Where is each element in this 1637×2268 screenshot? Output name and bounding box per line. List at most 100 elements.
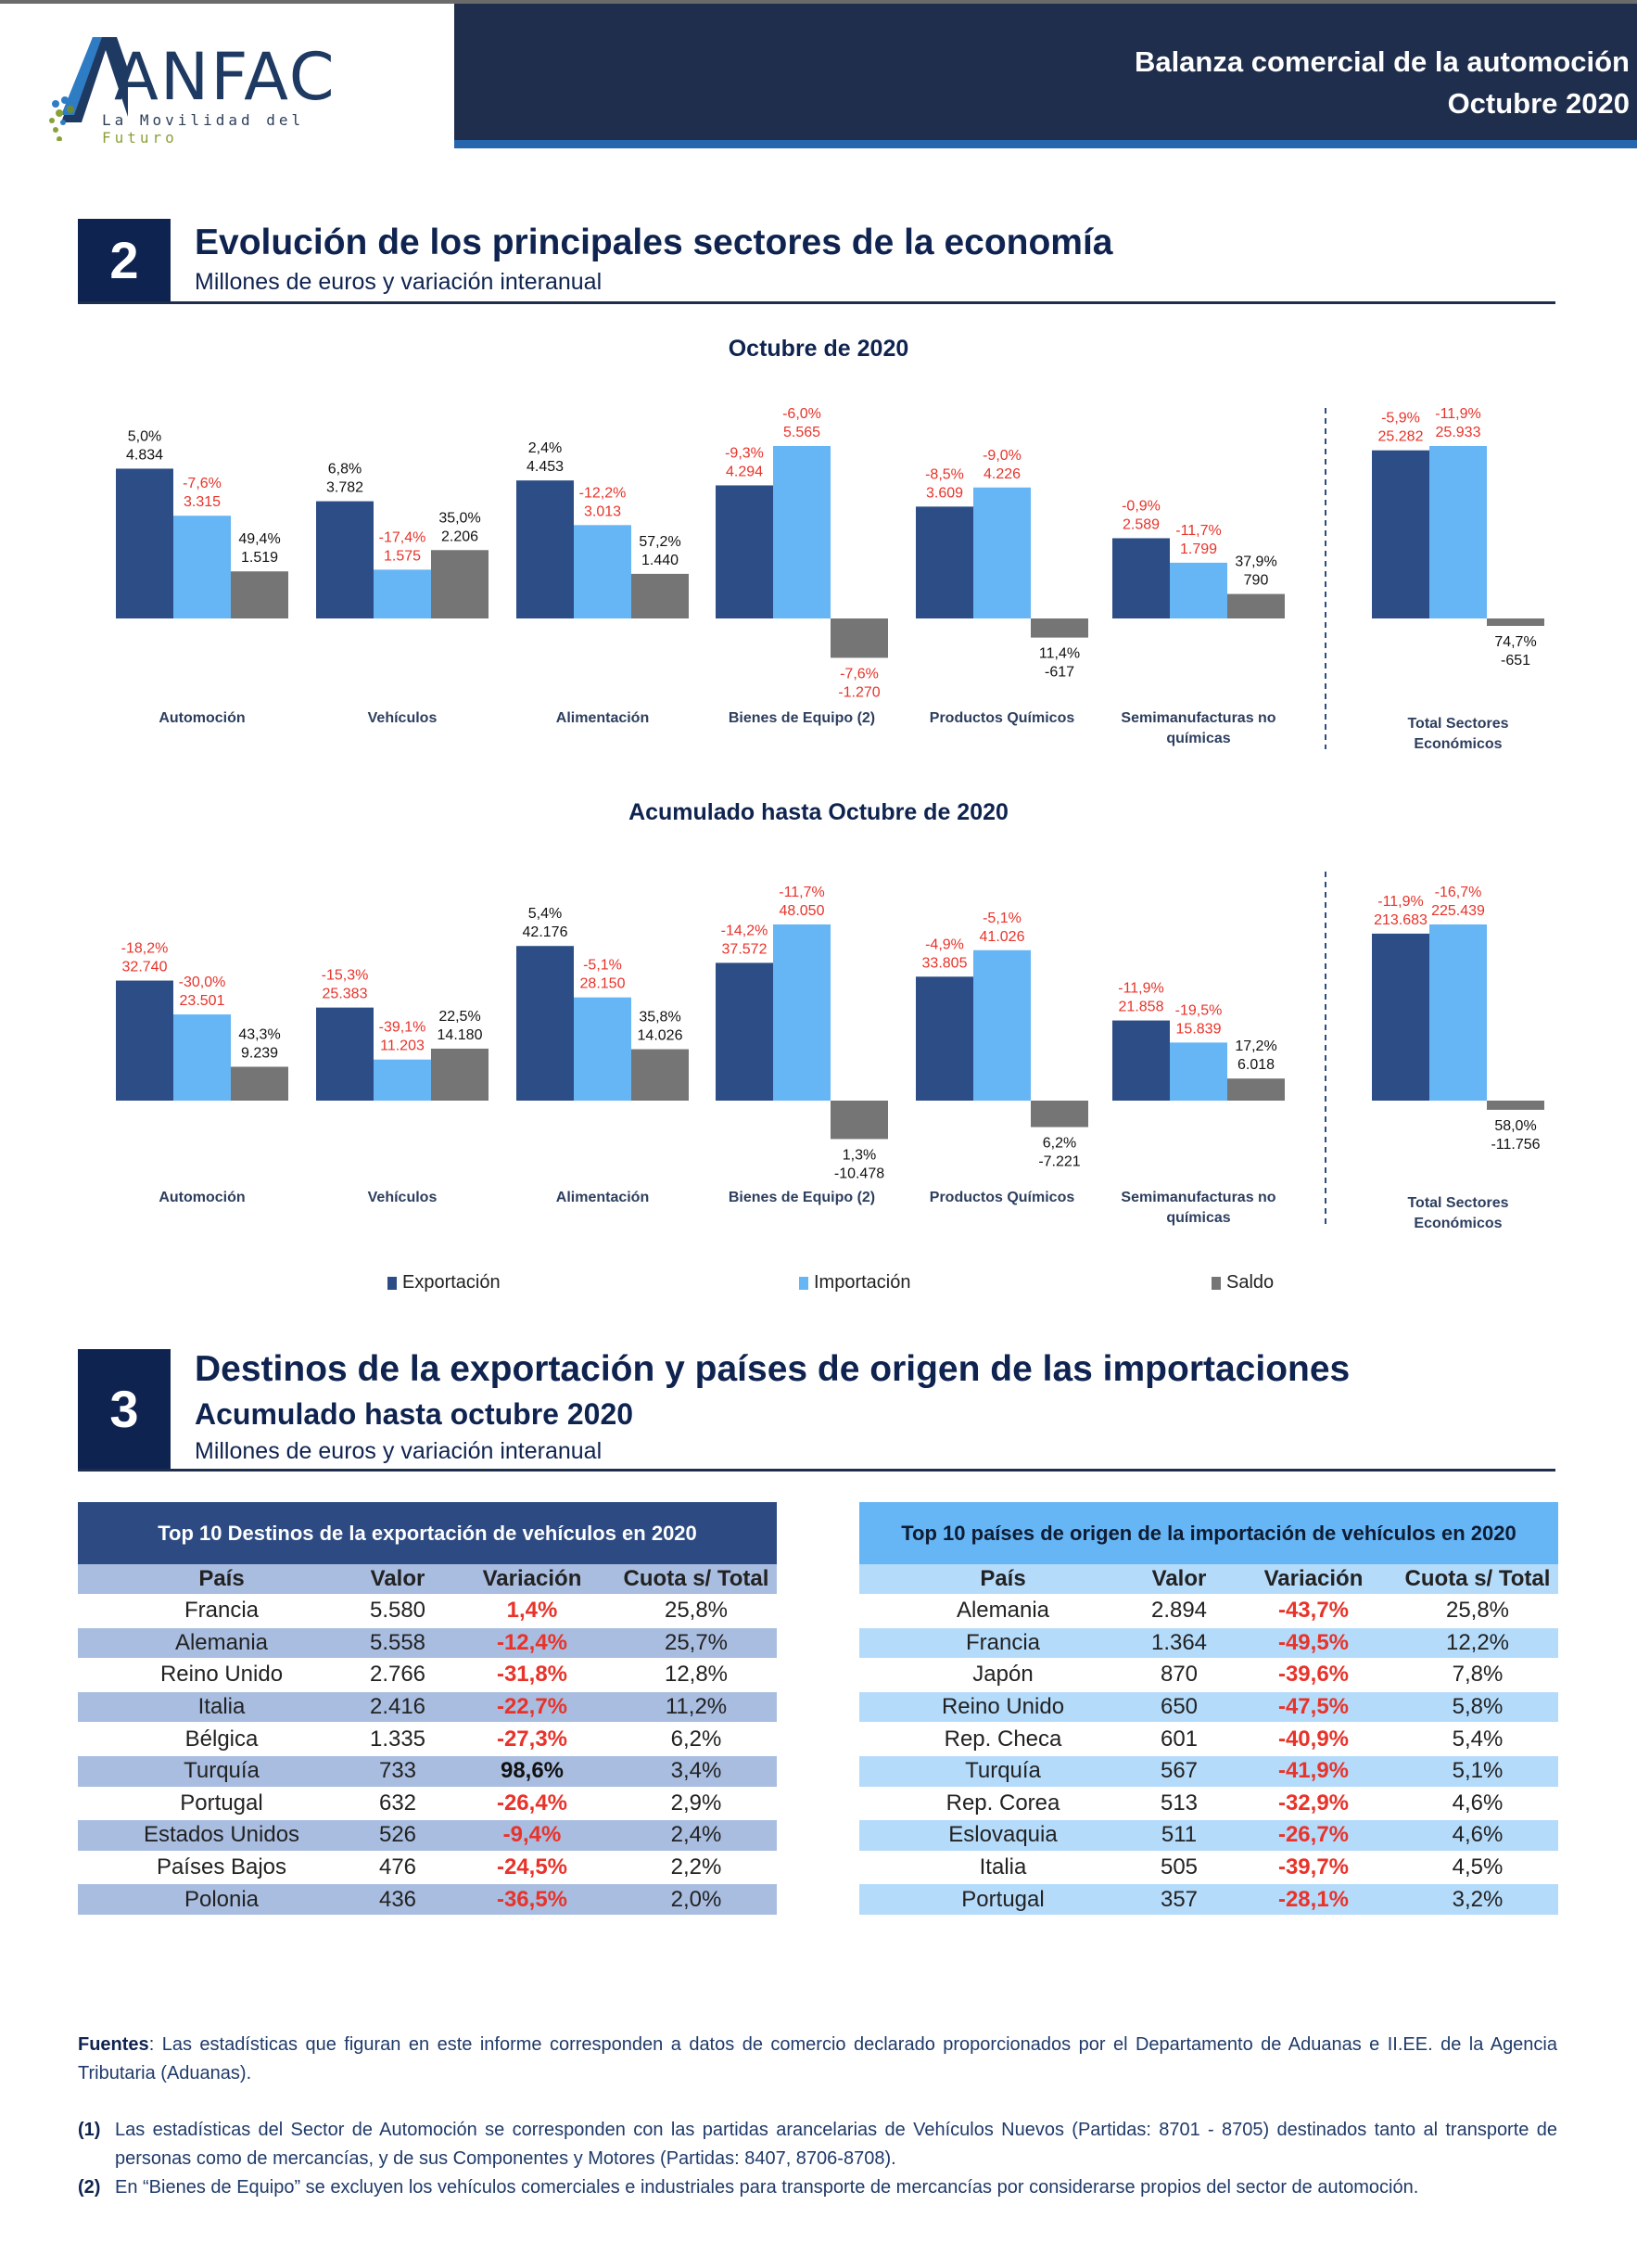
cell-value: 5.580	[369, 1598, 426, 1624]
section-3-header: 3 Destinos de la exportación y países de…	[78, 1349, 1555, 1472]
cell-share: 3,4%	[670, 1758, 722, 1784]
cell-share: 2,0%	[670, 1886, 722, 1912]
table-row: Rep. Corea 513 -32,9% 4,6%	[859, 1789, 1558, 1821]
data-label-value: 1.575	[384, 548, 421, 564]
cell-value: 2.894	[1150, 1598, 1208, 1624]
footnotes: (1) Las estadísticas del Sector de Autom…	[78, 2116, 1557, 2202]
category-label: Alimentación	[556, 1190, 649, 1205]
data-label-variation: -6,0%	[782, 406, 821, 422]
bar-export	[716, 962, 773, 1101]
footnote-1: (1) Las estadísticas del Sector de Autom…	[78, 2116, 1557, 2173]
bar-balance	[1031, 1101, 1088, 1128]
data-label-variation: -7,6%	[183, 476, 222, 491]
data-label-value: 28.150	[580, 976, 626, 992]
report-title: Balanza comercial de la automoción Octub…	[1135, 41, 1630, 124]
category-label: Alimentación	[556, 710, 649, 726]
cell-value: 513	[1160, 1790, 1199, 1816]
cell-variation: -22,7%	[496, 1694, 568, 1720]
bar-import	[1429, 924, 1487, 1101]
data-label-variation: -11,7%	[1175, 523, 1222, 539]
data-label-value: 213.683	[1374, 912, 1428, 928]
legend-item-export: Exportación	[387, 1272, 501, 1293]
category-label: Semimanufacturas no	[1121, 1190, 1275, 1205]
data-label-value: 25.933	[1436, 425, 1481, 440]
category-label: químicas	[1166, 731, 1230, 746]
bar-export	[716, 485, 773, 618]
bar-import	[173, 516, 231, 618]
section-number: 2	[78, 219, 171, 301]
data-label-value: -10.478	[834, 1166, 884, 1181]
category-label: Total Sectores	[1407, 1195, 1508, 1211]
header-stripe	[454, 140, 1637, 148]
chart-title: Octubre de 2020	[728, 336, 909, 362]
data-label-value: 4.226	[983, 466, 1021, 482]
data-label-variation: -16,7%	[1435, 885, 1482, 900]
category-group: 6,8% 3.782 -17,4% 1.575 35,0% 2.206 Vehículos	[316, 462, 489, 726]
cell-country: Alemania	[956, 1598, 1050, 1624]
category-group: -0,9% 2.589 -11,7% 1.799 37,9% 790 Semimanufac…	[1112, 498, 1285, 746]
data-label-variation: 2,4%	[528, 440, 562, 456]
bar-balance	[1227, 593, 1285, 618]
data-label-variation: 37,9%	[1235, 554, 1276, 570]
cell-value: 2.766	[369, 1662, 426, 1688]
bar-import	[574, 525, 631, 618]
section-title: Destinos de la exportación y países de o…	[195, 1349, 1351, 1389]
data-label-value: 3.315	[184, 494, 221, 510]
footnote-text: Las estadísticas del Sector de Automoció…	[115, 2120, 1557, 2169]
bar-import	[173, 1014, 231, 1101]
data-label-value: 48.050	[780, 903, 825, 919]
data-label-value: 3.609	[926, 485, 963, 501]
data-label-value: 1.440	[641, 553, 679, 568]
data-label-value: -11.756	[1491, 1137, 1540, 1153]
legend-label: Importación	[814, 1272, 911, 1293]
column-header-variation: Variación	[482, 1566, 582, 1591]
category-label: Productos Químicos	[930, 1190, 1075, 1205]
table-title: Top 10 Destinos de la exportación de veh…	[78, 1502, 777, 1564]
data-label-value: 42.176	[523, 924, 568, 940]
data-label-variation: -5,1%	[583, 958, 622, 974]
data-label-variation: 6,2%	[1043, 1136, 1076, 1152]
data-label-value: 37.572	[722, 941, 768, 957]
data-label-value: 4.294	[726, 464, 763, 479]
cell-variation: -49,5%	[1277, 1629, 1350, 1655]
data-label-value: 25.282	[1378, 429, 1424, 445]
bar-import	[973, 949, 1031, 1101]
cell-variation: -47,5%	[1277, 1694, 1350, 1720]
cell-value: 632	[378, 1790, 417, 1816]
data-label-variation: -11,9%	[1118, 981, 1164, 997]
cell-variation: -32,9%	[1277, 1790, 1350, 1816]
sources-note: Fuentes: Las estadísticas que figuran en…	[78, 2031, 1557, 2088]
data-label-variation: -12,2%	[579, 485, 627, 501]
table-row: Francia 1.364 -49,5% 12,2%	[859, 1627, 1558, 1661]
data-label-variation: -15,3%	[322, 968, 369, 984]
sources-label: Fuentes	[78, 2034, 149, 2055]
bar-import	[1429, 446, 1487, 618]
column-header-country: País	[198, 1566, 245, 1591]
cell-value: 511	[1161, 1822, 1198, 1848]
cell-variation: 1,4%	[506, 1598, 558, 1624]
cell-value: 505	[1160, 1854, 1199, 1880]
table-row: Turquía 567 -41,9% 5,1%	[859, 1755, 1558, 1789]
cell-value: 476	[378, 1854, 417, 1880]
data-label-variation: -11,7%	[779, 885, 825, 900]
data-label-value: 41.026	[980, 929, 1025, 945]
column-header-share: Cuota s/ Total	[623, 1566, 769, 1591]
cell-value: 5.558	[369, 1629, 426, 1655]
table-header-row: País Valor Variación Cuota s/ Total	[859, 1564, 1558, 1596]
data-label-variation: -11,9%	[1377, 894, 1424, 910]
data-label-variation: 58,0%	[1494, 1118, 1536, 1134]
sources-text: : Las estadísticas que figuran en este i…	[78, 2034, 1557, 2083]
cell-value: 526	[378, 1822, 417, 1848]
table-row: Bélgica 1.335 -27,3% 6,2%	[78, 1724, 777, 1756]
chart-title: Acumulado hasta Octubre de 2020	[628, 799, 1009, 825]
data-label-value: 3.013	[584, 503, 621, 519]
bar-export	[116, 980, 173, 1101]
cell-country: Portugal	[961, 1886, 1045, 1912]
category-group: -8,5% 3.609 -9,0% 4.226 11,4% -617 Productos Q…	[916, 448, 1088, 726]
table-row: Reino Unido 2.766 -31,8% 12,8%	[78, 1660, 777, 1692]
column-header-country: País	[980, 1566, 1026, 1591]
category-label: Semimanufacturas no	[1121, 710, 1275, 726]
footnote-2: (2) En “Bienes de Equipo” se excluyen lo…	[78, 2173, 1557, 2202]
cell-share: 25,8%	[664, 1598, 729, 1624]
category-group: 2,4% 4.453 -12,2% 3.013 57,2% 1.440 Alimentaci…	[516, 440, 689, 726]
